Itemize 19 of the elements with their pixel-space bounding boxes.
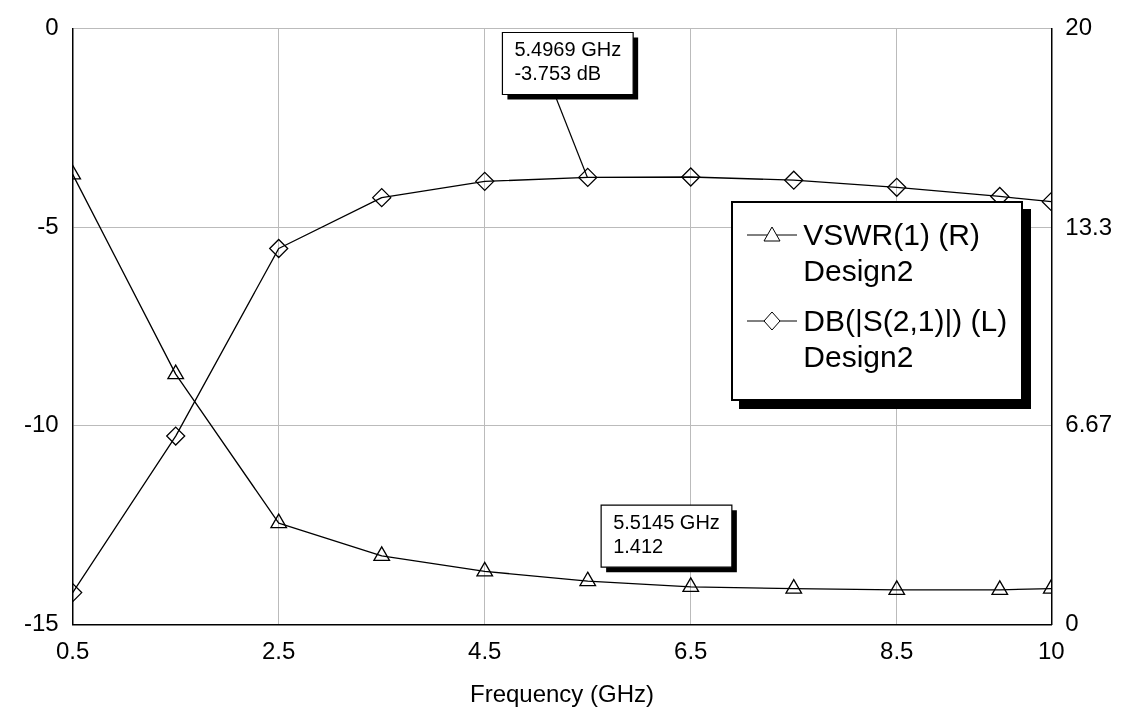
y2-tick-label: 6.67 [1065, 410, 1113, 438]
y2-tick-label: 20 [1065, 13, 1092, 41]
x-tick-label: 10 [1037, 637, 1065, 665]
y2-tick-label: 0 [1065, 609, 1079, 637]
x-tick-label: 2.5 [262, 637, 296, 665]
y-tick-label: -10 [24, 410, 59, 438]
x-tick-label: 0.5 [56, 637, 90, 665]
x-tick-label: 6.5 [674, 637, 708, 665]
legend-label: VSWR(1) (R) Design2 [803, 217, 980, 290]
y-tick-label: 0 [45, 13, 59, 41]
y-tick-label: -15 [24, 609, 59, 637]
legend-label: DB(|S(2,1)|) (L) Design2 [803, 303, 1008, 376]
x-tick-label: 8.5 [880, 637, 914, 665]
annotation: 5.4969 GHz -3.753 dB [514, 38, 622, 85]
x-axis-title: Frequency (GHz) [469, 680, 655, 708]
x-tick-label: 4.5 [468, 637, 502, 665]
y2-tick-label: 13.3 [1065, 212, 1113, 240]
y-tick-label: -5 [37, 211, 59, 239]
annotation: 5.5145 GHz 1.412 [613, 510, 720, 557]
